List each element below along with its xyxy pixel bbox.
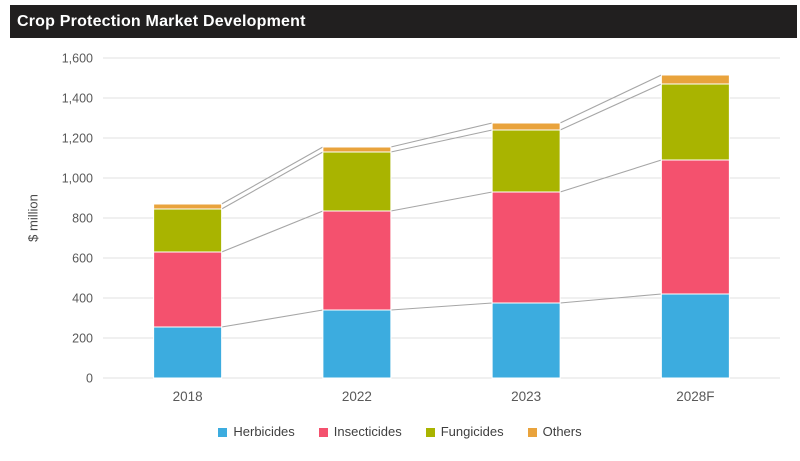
- connector-line: [221, 309, 323, 328]
- x-axis-label: 2028F: [676, 389, 714, 404]
- y-axis-title: $ million: [25, 194, 41, 242]
- bar-segment-herbicides-2022: [322, 309, 392, 379]
- legend-item-insecticides: Insecticides: [318, 424, 402, 439]
- bar-segment-herbicides-2028f: [660, 293, 730, 379]
- connector-line: [221, 210, 324, 253]
- insecticides-swatch-icon: [318, 427, 328, 437]
- others-swatch-icon: [527, 427, 537, 437]
- bar-segment-insecticides-2023: [491, 191, 561, 304]
- legend-label-others: Others: [542, 424, 582, 439]
- chart-legend: Herbicides Insecticides Fungicides Other…: [0, 424, 800, 439]
- bar-segment-herbicides-2018: [153, 326, 223, 379]
- bar-segment-fungicides-2018: [153, 208, 223, 253]
- chart-title-bar: Crop Protection Market Development: [10, 5, 797, 38]
- fungicides-swatch-icon: [425, 427, 435, 437]
- y-tick-label: 400: [72, 292, 93, 306]
- bar-segment-others-2018: [153, 203, 223, 210]
- bar-segment-insecticides-2028f: [660, 159, 730, 295]
- y-tick-label: 1,000: [62, 172, 93, 186]
- connector-line: [559, 74, 662, 124]
- legend-label-herbicides: Herbicides: [233, 424, 295, 439]
- connector-line: [559, 159, 662, 193]
- legend-label-insecticides: Insecticides: [333, 424, 402, 439]
- legend-item-herbicides: Herbicides: [218, 424, 295, 439]
- stacked-bar-chart: 0 200 400 600 800 1,000 1,200 1,400 1,600 2018 202…: [62, 52, 780, 404]
- bar-segment-fungicides-2022: [322, 151, 392, 212]
- connector-line: [221, 151, 324, 210]
- legend-label-fungicides: Fungicides: [440, 424, 504, 439]
- y-tick-label: 600: [72, 252, 93, 266]
- y-tick-label: 1,200: [62, 132, 93, 146]
- connector-line: [390, 302, 493, 311]
- connector-line: [560, 293, 662, 304]
- connector-line: [390, 122, 493, 148]
- connector-line: [221, 146, 324, 205]
- x-axis-label: 2018: [173, 389, 203, 404]
- connector-line: [559, 83, 662, 131]
- bar-segment-herbicides-2023: [491, 302, 561, 379]
- legend-item-others: Others: [527, 424, 582, 439]
- connector-line: [390, 191, 493, 212]
- y-tick-label: 1,600: [62, 52, 93, 66]
- connector-line: [390, 129, 493, 153]
- chart-title: Crop Protection Market Development: [17, 12, 306, 30]
- herbicides-swatch-icon: [218, 427, 228, 437]
- bar-segment-others-2028f: [660, 74, 730, 85]
- y-tick-label: 0: [86, 372, 93, 386]
- bar-segment-insecticides-2018: [153, 251, 223, 328]
- x-axis-label: 2022: [342, 389, 372, 404]
- bar-segment-fungicides-2023: [491, 129, 561, 193]
- bar-segment-others-2022: [322, 146, 392, 153]
- x-axis-label: 2023: [511, 389, 541, 404]
- legend-item-fungicides: Fungicides: [425, 424, 504, 439]
- bar-segment-others-2023: [491, 122, 561, 131]
- y-tick-label: 200: [72, 332, 93, 346]
- y-tick-label: 1,400: [62, 92, 93, 106]
- bar-segment-fungicides-2028f: [660, 83, 730, 161]
- bar-segment-insecticides-2022: [322, 210, 392, 311]
- y-tick-label: 800: [72, 212, 93, 226]
